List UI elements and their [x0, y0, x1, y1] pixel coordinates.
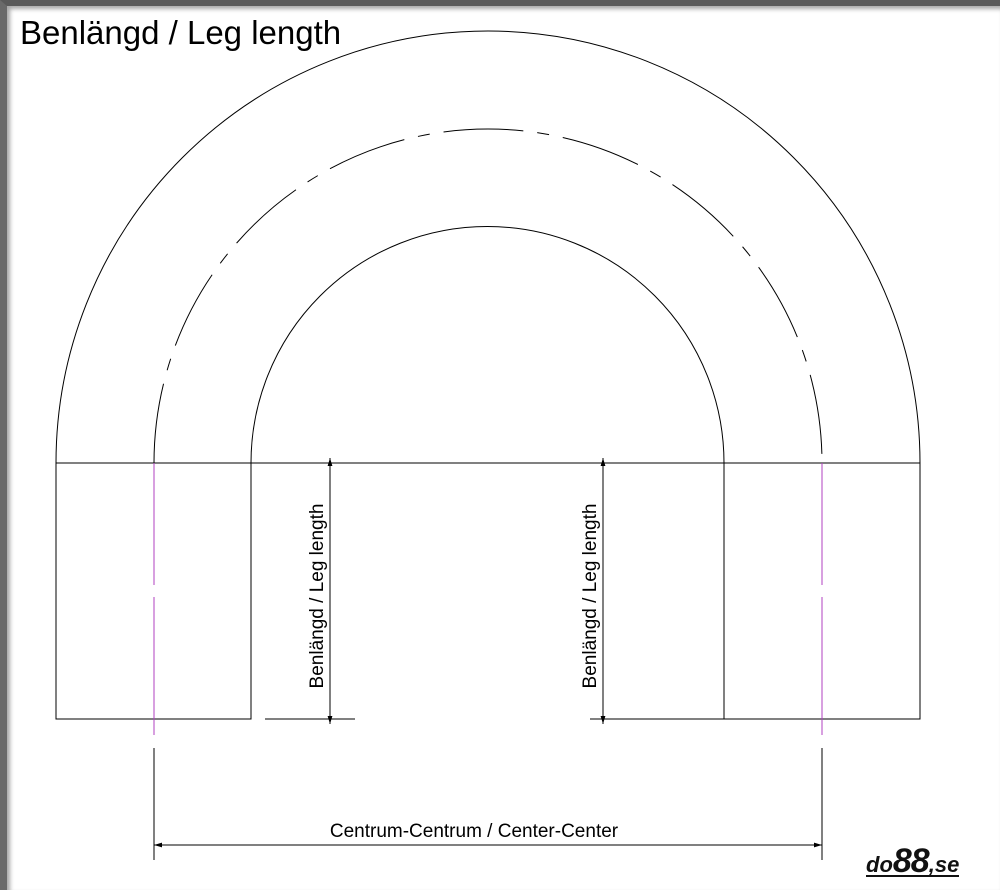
- leg-label-right: Benlängd / Leg length: [580, 504, 601, 689]
- diagram-title: Benlängd / Leg length: [20, 14, 342, 51]
- centerline-arc: [153, 128, 823, 464]
- outer-arc: [55, 30, 921, 464]
- inner-arc: [250, 226, 725, 464]
- do88-logo: do88,se: [866, 842, 960, 880]
- center-label: Centrum-Centrum / Center-Center: [330, 821, 619, 842]
- leg-label-left: Benlängd / Leg length: [307, 504, 328, 689]
